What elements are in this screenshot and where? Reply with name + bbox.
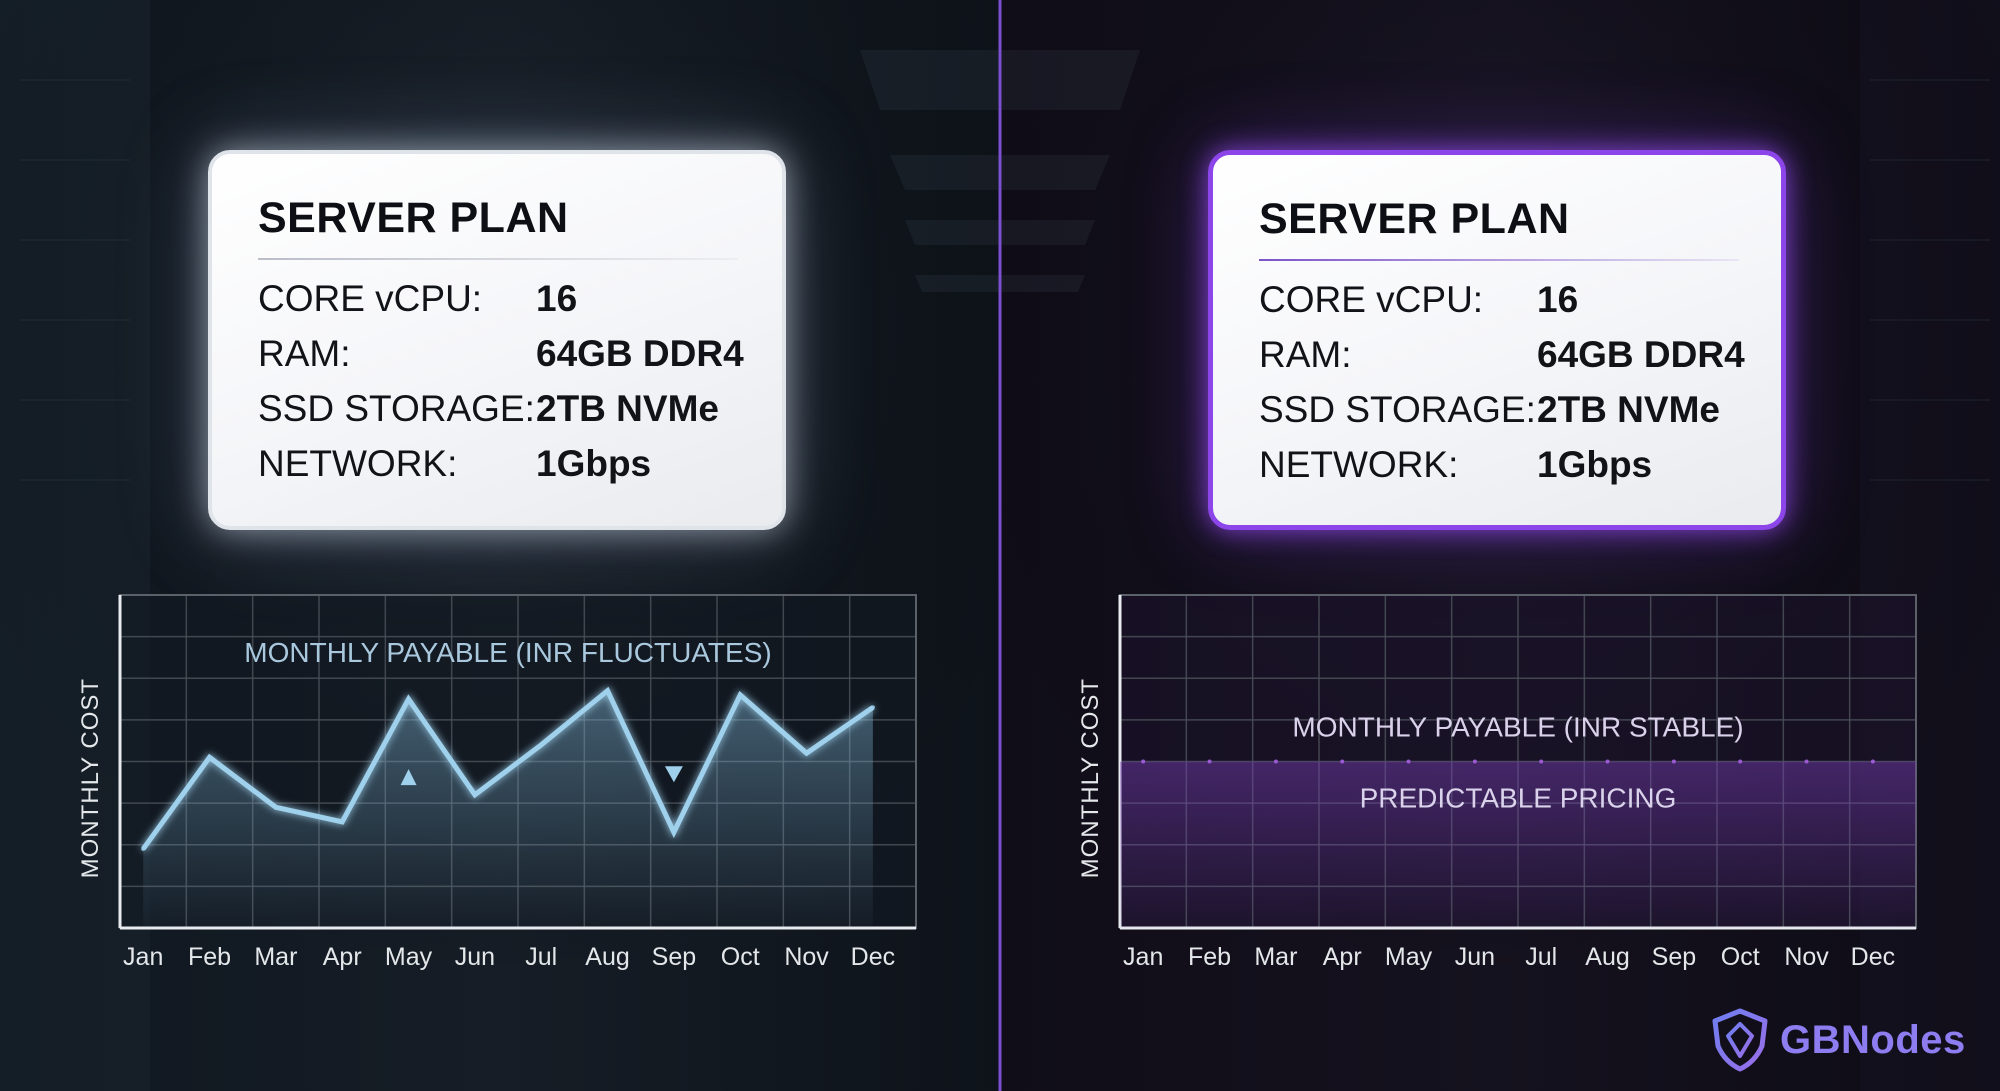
data-point — [406, 697, 411, 702]
spec-value: 16 — [536, 278, 578, 319]
data-point — [340, 819, 345, 824]
x-tick-label: Oct — [721, 943, 760, 971]
data-point — [1870, 759, 1875, 764]
brand-logo: GBNodes — [1710, 1008, 1965, 1072]
x-tick-label: May — [1385, 943, 1433, 971]
spec-label: SSD STORAGE: — [1259, 389, 1536, 430]
chart-left: MONTHLY PAYABLE (INR FLUCTUATES) MONTHLY … — [77, 594, 917, 971]
up-arrow-head — [400, 769, 417, 786]
chart-subtitle: PREDICTABLE PRICING — [1360, 783, 1677, 814]
chart-right: MONTHLY PAYABLE (INR STABLE) PREDICTABLE … — [1077, 594, 1917, 971]
spec-label: RAM: — [258, 333, 351, 374]
x-tick-label: Nov — [784, 943, 829, 971]
plan-title: SERVER PLAN — [258, 194, 569, 242]
spec-label: SSD STORAGE: — [258, 388, 535, 429]
data-point — [1738, 759, 1743, 764]
x-tick-label: Feb — [1188, 943, 1231, 971]
title-divider — [1259, 259, 1739, 261]
chart-title: MONTHLY PAYABLE (INR FLUCTUATES) — [244, 637, 771, 668]
area-fill — [143, 690, 873, 928]
data-point — [472, 792, 477, 797]
x-tick-label: Jun — [455, 943, 495, 971]
data-point — [1804, 759, 1809, 764]
x-tick-label: Jan — [123, 943, 163, 971]
data-point — [1273, 759, 1278, 764]
data-point — [1141, 759, 1146, 764]
spec-label: NETWORK: — [258, 443, 458, 484]
spec-value: 64GB DDR4 — [536, 333, 744, 374]
x-tick-label: Jun — [1455, 943, 1495, 971]
x-tick-label: Oct — [1721, 943, 1760, 971]
data-point — [671, 830, 676, 835]
down-arrow-head — [664, 766, 683, 783]
brand-name: GBNodes — [1780, 1018, 1966, 1062]
x-tick-label: Dec — [851, 943, 895, 971]
x-tick-label: Apr — [323, 943, 362, 971]
spec-value: 2TB NVMe — [536, 388, 719, 429]
data-point — [1207, 759, 1212, 764]
shield-logo-icon — [1712, 1008, 1768, 1072]
x-tick-label: Apr — [1323, 943, 1362, 971]
plan-card-right: SERVER PLAN CORE vCPU: 16 RAM: 64GB DDR4… — [1208, 150, 1786, 530]
data-point — [870, 705, 875, 710]
data-point — [1671, 759, 1676, 764]
spec-label: RAM: — [1259, 334, 1352, 375]
plan-card-left: SERVER PLAN CORE vCPU: 16 RAM: 64GB DDR4… — [208, 150, 786, 530]
x-tick-label: Sep — [652, 943, 696, 971]
data-point — [539, 742, 544, 747]
y-axis-label: MONTHLY COST — [1077, 678, 1104, 878]
x-tick-label: May — [385, 943, 433, 971]
x-tick-label: Dec — [1851, 943, 1895, 971]
area-fill — [1120, 761, 1916, 928]
data-point — [273, 805, 278, 810]
data-point — [1340, 759, 1345, 764]
x-tick-label: Mar — [254, 943, 297, 971]
x-tick-label: Jul — [1525, 943, 1557, 971]
x-tick-label: Aug — [1585, 943, 1629, 971]
data-point — [1539, 759, 1544, 764]
x-tick-label: Nov — [1784, 943, 1829, 971]
spec-value: 2TB NVMe — [1537, 389, 1720, 430]
data-point — [141, 846, 146, 851]
spec-value: 1Gbps — [1537, 444, 1653, 485]
spec-value: 16 — [1537, 279, 1579, 320]
spec-label: CORE vCPU: — [1259, 279, 1484, 320]
x-tick-label: Sep — [1652, 943, 1696, 971]
x-tick-label: Feb — [188, 943, 231, 971]
data-point — [605, 688, 610, 693]
data-point — [1605, 759, 1610, 764]
chart-title: MONTHLY PAYABLE (INR STABLE) — [1292, 712, 1743, 743]
data-point — [1472, 759, 1477, 764]
spec-value: 64GB DDR4 — [1537, 334, 1745, 375]
x-tick-label: Jan — [1123, 943, 1163, 971]
title-divider — [258, 258, 738, 260]
data-point — [804, 751, 809, 756]
spec-label: NETWORK: — [1259, 444, 1459, 485]
x-tick-label: Aug — [585, 943, 629, 971]
series-line — [141, 686, 875, 851]
spec-label: CORE vCPU: — [258, 278, 483, 319]
x-tick-label: Jul — [525, 943, 557, 971]
spec-value: 1Gbps — [536, 443, 652, 484]
data-point — [738, 692, 743, 697]
x-tick-label: Mar — [1254, 943, 1297, 971]
data-point — [207, 755, 212, 760]
plan-title: SERVER PLAN — [1259, 195, 1570, 243]
data-point — [1406, 759, 1411, 764]
y-axis-label: MONTHLY COST — [77, 678, 104, 878]
